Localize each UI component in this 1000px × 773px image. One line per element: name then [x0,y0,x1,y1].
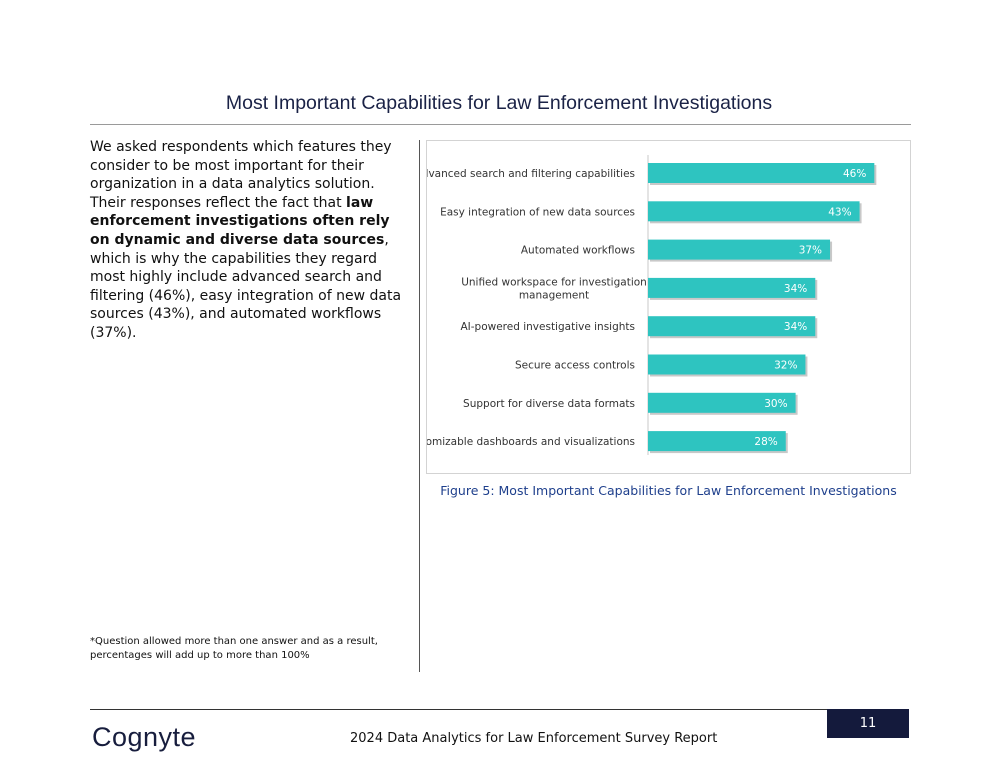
page-title: Most Important Capabilities for Law Enfo… [225,92,773,114]
category-label: Customizable dashboards and visualizatio… [427,436,635,448]
bar-value-label: 43% [828,206,851,218]
body-text-emphasis: law enforcement investigations often rel… [90,194,390,248]
bar [648,316,816,337]
title-divider [90,124,911,125]
bar-value-label: 37% [799,245,822,257]
bar-value-label: 34% [784,321,807,333]
bar-value-label: 28% [754,436,777,448]
bar-value-label: 46% [843,168,866,180]
category-label: AI-powered investigative insights [460,321,635,333]
bar [648,239,831,260]
bar-value-label: 34% [784,283,807,295]
figure-caption: Figure 5: Most Important Capabilities fo… [440,483,897,498]
bar [648,392,796,413]
category-label: Easy integration of new data sources [440,206,635,218]
category-label: Automated workflows [521,245,635,257]
cognyte-logo: Cognyte [92,722,197,752]
body-text-intro: We asked respondents which features they… [90,139,392,211]
body-paragraph: We asked respondents which features they… [90,138,412,343]
bar [648,277,816,298]
bar-chart: 46% Advanced search and filtering capabil… [426,140,911,474]
column-divider [419,140,420,672]
bar-value-label: 30% [764,398,787,410]
bar [648,431,786,452]
bar-value-label: 32% [774,360,797,372]
page-number: 11 [827,709,909,738]
bar [648,163,875,183]
category-label: Advanced search and filtering capabiliti… [427,168,635,180]
footnote: *Question allowed more than one answer a… [90,636,378,661]
body-text-rest: , which is why the capabilities they reg… [90,231,402,341]
category-label: Unified workspace for investigation manag… [461,276,647,301]
category-label: Support for diverse data formats [463,398,635,410]
report-title: 2024 Data Analytics for Law Enforcement … [350,731,718,746]
bar [648,201,860,222]
bar [648,354,806,375]
bar-chart-svg: 46% Advanced search and filtering capabil… [427,155,877,455]
footer-divider [90,709,827,710]
category-label: Secure access controls [515,360,635,372]
